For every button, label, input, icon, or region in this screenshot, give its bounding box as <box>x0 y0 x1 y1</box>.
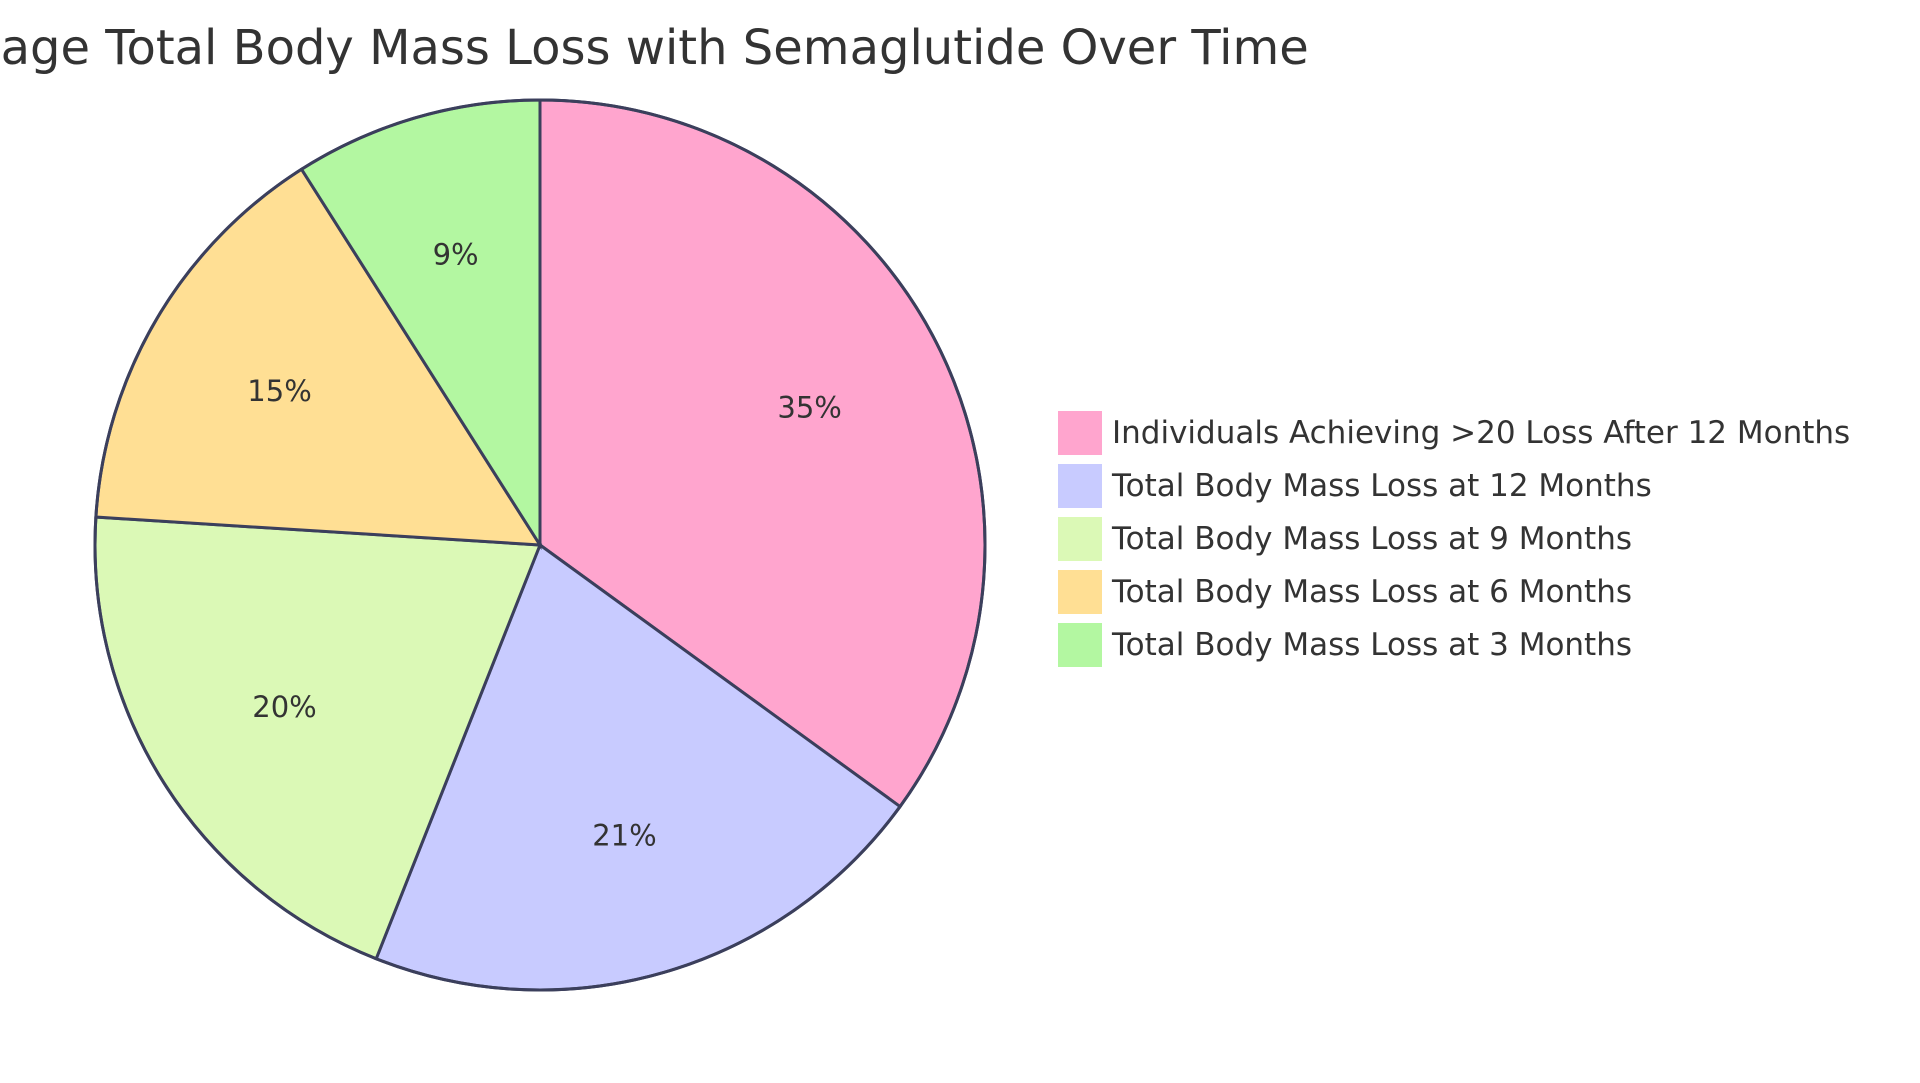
pie-slices <box>93 98 987 992</box>
legend-label-3: Total Body Mass Loss at 9 Months <box>1111 521 1632 557</box>
slice-label-4: 15% <box>247 374 311 408</box>
legend-label-2: Total Body Mass Loss at 12 Months <box>1111 468 1652 504</box>
legend-label-1: Individuals Achieving >20 Loss After 12 … <box>1112 415 1850 451</box>
slice-label-5: 9% <box>433 237 479 271</box>
legend-label-5: Total Body Mass Loss at 3 Months <box>1111 627 1632 663</box>
chart-title: Percentage Total Body Mass Loss with Sem… <box>0 20 1309 76</box>
legend-swatch-5 <box>1058 623 1102 667</box>
legend-swatch-4 <box>1058 570 1102 614</box>
legend-swatch-1 <box>1058 411 1102 455</box>
legend-swatch-2 <box>1058 464 1102 508</box>
pie-outline <box>93 98 987 992</box>
slice-label-3: 20% <box>252 690 316 724</box>
pie-slice-labels: 35% 21% 20% 15% 9% <box>247 237 842 852</box>
legend-swatch-3 <box>1058 517 1102 561</box>
legend: Individuals Achieving >20 Loss After 12 … <box>1058 411 1850 667</box>
legend-label-4: Total Body Mass Loss at 6 Months <box>1111 574 1632 610</box>
slice-label-2: 21% <box>592 819 656 853</box>
slice-label-1: 35% <box>777 391 841 425</box>
